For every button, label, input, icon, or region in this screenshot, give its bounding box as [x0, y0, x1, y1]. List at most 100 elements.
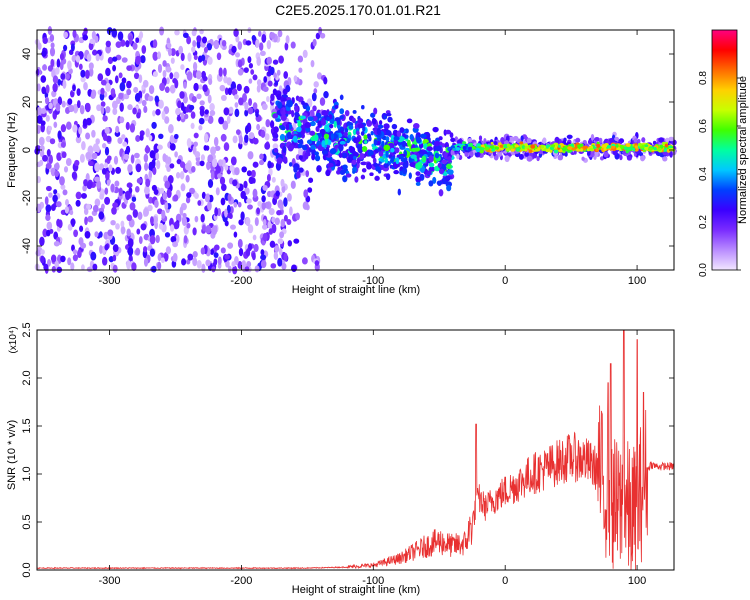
spectrogram-noise-cell [98, 211, 105, 220]
spectrogram-noise-cell [191, 29, 197, 37]
spectrogram-noise-cell [125, 190, 131, 201]
spectrogram-transition-cell [409, 134, 414, 141]
spectrogram-noise-cell [269, 120, 275, 129]
spectrogram-noise-cell [53, 189, 58, 195]
spectrogram-noise-cell [55, 103, 61, 112]
spectrogram-transition-cell [434, 152, 440, 159]
spectrogram-noise-cell [260, 129, 266, 138]
spectrogram-noise-cell [198, 125, 203, 131]
spectrogram-noise-cell [302, 201, 309, 210]
spectrogram-noise-cell [161, 209, 166, 220]
spectrogram-band-core-cell [489, 145, 495, 149]
spectrogram-transition-cell [296, 126, 302, 133]
spectrogram-transition-cell [428, 162, 435, 168]
spectrogram-noise-cell [172, 241, 179, 248]
spectrogram-noise-cell [56, 152, 62, 161]
spectrogram-noise-cell [112, 244, 119, 253]
spectrogram-noise-cell [264, 133, 270, 141]
spectrogram-noise-cell [57, 96, 63, 106]
spectrogram-noise-cell [63, 166, 69, 173]
spectrogram-noise-cell [248, 78, 253, 84]
spectrogram-noise-cell [132, 42, 138, 50]
spectrogram-transition-cell [364, 140, 368, 144]
spectrogram-noise-cell [199, 100, 205, 106]
spectrogram-noise-cell [175, 107, 181, 116]
spectrogram-noise-cell [80, 76, 86, 83]
spectrogram-noise-cell [169, 72, 174, 80]
spectrogram-transition-cell [438, 136, 443, 141]
spectrogram-band-core-cell [634, 145, 638, 149]
spectrogram-noise-cell [110, 88, 115, 95]
spectrogram-noise-cell [252, 188, 258, 198]
spectrogram-noise-cell [125, 121, 130, 131]
spectrogram-noise-cell [313, 81, 319, 88]
spectrogram-noise-cell [71, 171, 77, 180]
spectrogram-noise-cell [60, 255, 66, 263]
spectrogram-noise-cell [176, 115, 181, 122]
spectrogram-noise-cell [162, 192, 168, 201]
spectrogram-noise-cell [72, 84, 76, 92]
spectrogram-noise-cell [226, 77, 232, 86]
spectrogram-noise-cell [318, 26, 323, 35]
spectrogram-transition-cell [280, 114, 287, 121]
spectrogram-band-halo-cell [633, 138, 638, 143]
spectrogram-noise-cell [88, 62, 94, 70]
spectrogram-band-core-cell [576, 148, 580, 152]
spectrogram-noise-cell [152, 51, 159, 61]
spectrogram-band-core-cell [644, 146, 649, 151]
spectrogram-band-halo-cell [593, 137, 600, 142]
spectrogram-noise-cell [313, 88, 318, 94]
spectrogram-noise-cell [323, 76, 328, 85]
spectrogram-noise-cell [85, 102, 91, 113]
spectrogram-noise-cell [268, 207, 275, 216]
spectrogram-transition-cell [446, 163, 452, 170]
spectrogram-band-core-cell [610, 145, 616, 149]
spectrogram-band-core-cell [530, 144, 536, 149]
spectrogram-noise-cell [224, 87, 229, 96]
spectrogram-transition-cell [325, 169, 331, 177]
spectrogram-band-halo-cell [587, 139, 593, 145]
spectrogram-noise-cell [186, 137, 192, 148]
spectrogram-noise-cell [259, 153, 264, 160]
spectrogram-transition-cell [321, 150, 329, 155]
spectrogram-band-halo-cell [640, 155, 645, 162]
spectrogram-noise-cell [155, 152, 160, 161]
spectrogram-noise-cell [112, 264, 118, 273]
spectrogram-noise-cell [159, 26, 165, 36]
spectrogram-noise-cell [238, 247, 244, 257]
spectrogram-transition-cell [416, 136, 422, 144]
spectrogram-noise-cell [38, 136, 45, 146]
spectrogram-noise-cell [269, 66, 275, 76]
spectrogram-noise-cell [44, 96, 50, 105]
spectrogram-transition-cell [438, 168, 445, 175]
spectrogram-noise-cell [127, 163, 133, 173]
spectrogram-noise-cell [101, 256, 108, 266]
spectrogram-transition-cell [316, 165, 322, 173]
spectrogram-noise-cell [83, 207, 89, 216]
spectrogram-noise-cell [223, 142, 230, 152]
spectrogram-band-halo-cell [456, 139, 461, 145]
spectrogram-band-core-cell [494, 146, 500, 150]
spectrogram-band-core-cell [528, 149, 533, 154]
spectrogram-noise-cell [131, 196, 137, 202]
spectrogram-noise-cell [199, 160, 205, 167]
spectrogram-transition-cell [378, 149, 384, 157]
spectrogram-noise-cell [278, 247, 283, 256]
spectrogram-noise-cell [126, 80, 132, 89]
spectrogram-noise-cell [170, 235, 177, 243]
spectrogram-noise-cell [49, 154, 53, 165]
spectrogram-transition-cell [390, 134, 395, 141]
spectrogram-noise-cell [149, 248, 156, 257]
spectrogram-noise-cell [114, 180, 120, 187]
spectrogram-noise-cell [107, 56, 114, 65]
spectrogram-transition-cell [344, 109, 350, 117]
spectrogram-noise-cell [118, 187, 123, 197]
spectrogram-noise-cell [290, 41, 296, 49]
spectrogram-noise-cell [226, 204, 231, 214]
spectrogram-noise-cell [207, 154, 214, 163]
spectrogram-noise-cell [138, 74, 143, 83]
spectrogram-transition-cell [323, 91, 329, 99]
spectrogram-band-core-cell [499, 144, 504, 148]
spectrogram-noise-cell [230, 81, 237, 91]
spectrogram-noise-cell [244, 102, 249, 111]
